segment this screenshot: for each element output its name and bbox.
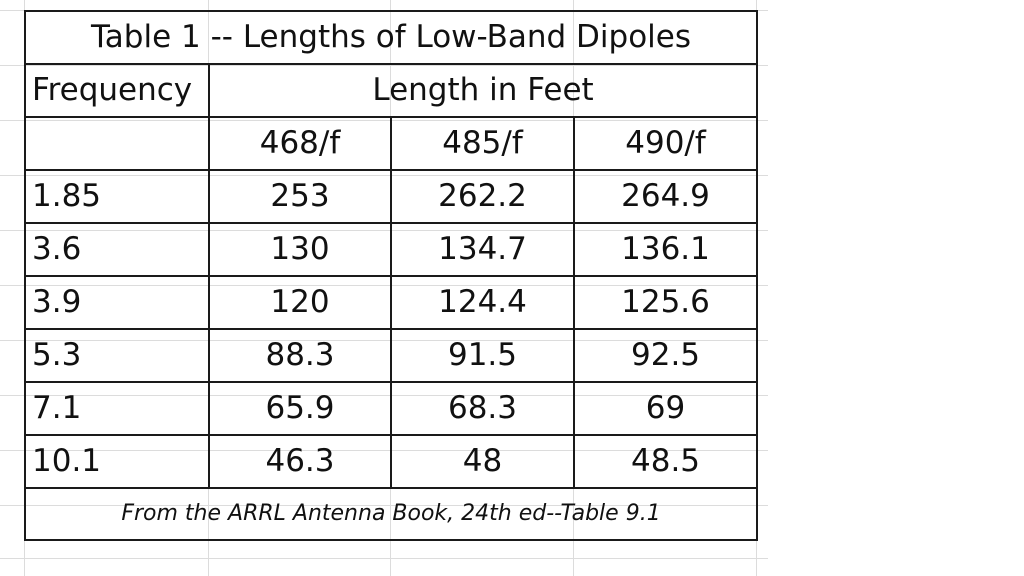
formula-header-468[interactable]: 468/f bbox=[208, 116, 392, 171]
table-row: 1.85 253 262.2 264.9 bbox=[24, 169, 759, 224]
length-cell[interactable]: 68.3 bbox=[390, 381, 575, 436]
length-cell[interactable]: 92.5 bbox=[572, 328, 759, 383]
frequency-cell[interactable]: 7.1 bbox=[24, 381, 210, 436]
formula-header-485[interactable]: 485/f bbox=[390, 116, 575, 171]
table-row: 5.3 88.3 91.5 92.5 bbox=[24, 328, 759, 383]
length-cell[interactable]: 130 bbox=[208, 222, 392, 277]
empty-cell[interactable] bbox=[24, 116, 210, 171]
table-row: 3.9 120 124.4 125.6 bbox=[24, 275, 759, 330]
table-title[interactable]: Table 1 -- Lengths of Low-Band Dipoles bbox=[23, 10, 759, 65]
length-cell[interactable]: 134.7 bbox=[390, 222, 575, 277]
length-cell[interactable]: 48 bbox=[390, 434, 575, 489]
title-row: Table 1 -- Lengths of Low-Band Dipoles bbox=[23, 10, 759, 65]
length-cell[interactable]: 262.2 bbox=[390, 169, 575, 224]
table-row: 3.6 130 134.7 136.1 bbox=[24, 222, 759, 277]
length-cell[interactable]: 120 bbox=[208, 275, 392, 330]
length-cell[interactable]: 124.4 bbox=[390, 275, 575, 330]
frequency-cell[interactable]: 1.85 bbox=[24, 169, 210, 224]
frequency-cell[interactable]: 5.3 bbox=[24, 328, 210, 383]
frequency-cell[interactable]: 3.9 bbox=[24, 275, 210, 330]
formula-header-row: 468/f 485/f 490/f bbox=[24, 116, 759, 171]
gridline bbox=[0, 558, 768, 559]
length-cell[interactable]: 65.9 bbox=[208, 381, 392, 436]
length-cell[interactable]: 69 bbox=[572, 381, 759, 436]
length-cell[interactable]: 253 bbox=[208, 169, 392, 224]
dipole-lengths-table: Table 1 -- Lengths of Low-Band Dipoles F… bbox=[23, 10, 759, 541]
table-row: 10.1 46.3 48 48.5 bbox=[24, 434, 759, 489]
header-row: Frequency Length in Feet bbox=[24, 63, 759, 118]
formula-header-490[interactable]: 490/f bbox=[572, 116, 759, 171]
length-cell[interactable]: 48.5 bbox=[572, 434, 759, 489]
frequency-cell[interactable]: 3.6 bbox=[24, 222, 210, 277]
length-cell[interactable]: 91.5 bbox=[390, 328, 575, 383]
source-footnote[interactable]: From the ARRL Antenna Book, 24th ed--Tab… bbox=[23, 487, 759, 541]
table-row: 7.1 65.9 68.3 69 bbox=[24, 381, 759, 436]
length-cell[interactable]: 88.3 bbox=[208, 328, 392, 383]
length-cell[interactable]: 46.3 bbox=[208, 434, 392, 489]
length-cell[interactable]: 136.1 bbox=[572, 222, 759, 277]
length-cell[interactable]: 264.9 bbox=[572, 169, 759, 224]
length-header[interactable]: Length in Feet bbox=[207, 63, 759, 118]
frequency-header[interactable]: Frequency bbox=[24, 63, 210, 118]
frequency-cell[interactable]: 10.1 bbox=[24, 434, 210, 489]
footnote-row: From the ARRL Antenna Book, 24th ed--Tab… bbox=[23, 487, 759, 541]
length-cell[interactable]: 125.6 bbox=[572, 275, 759, 330]
